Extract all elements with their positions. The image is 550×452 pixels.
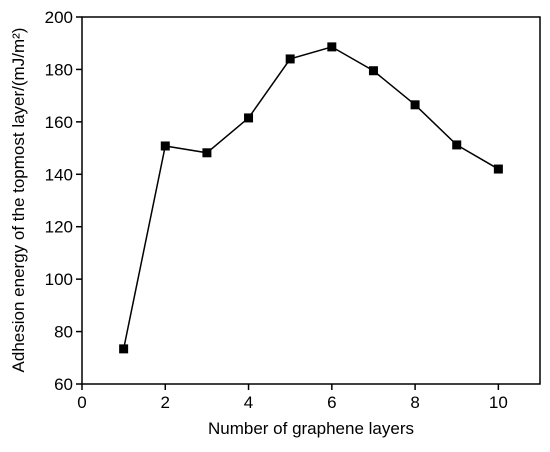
data-point	[285, 54, 295, 64]
y-tick-label: 140	[45, 165, 73, 184]
x-tick-label: 10	[489, 393, 508, 412]
data-point	[410, 100, 420, 110]
y-tick-label: 80	[54, 323, 73, 342]
data-point	[202, 148, 212, 158]
x-tick-label: 6	[327, 393, 336, 412]
x-axis-label: Number of graphene layers	[208, 419, 414, 438]
x-tick-label: 8	[410, 393, 419, 412]
data-point	[452, 140, 462, 150]
data-point	[368, 66, 378, 76]
x-tick-label: 4	[244, 393, 253, 412]
data-point	[119, 344, 129, 354]
data-point	[493, 164, 503, 174]
y-tick-label: 180	[45, 60, 73, 79]
data-point	[244, 113, 254, 123]
y-axis-label: Adhesion energy of the topmost layer/(mJ…	[9, 28, 28, 373]
y-tick-label: 120	[45, 218, 73, 237]
x-tick-label: 2	[161, 393, 170, 412]
y-tick-label: 160	[45, 113, 73, 132]
data-point	[160, 141, 170, 151]
plot-frame	[81, 16, 541, 385]
y-tick-label: 60	[54, 375, 73, 394]
data-point	[327, 42, 337, 52]
x-tick-label: 0	[77, 393, 86, 412]
y-tick-label: 100	[45, 270, 73, 289]
series-line	[122, 46, 499, 350]
y-tick-label: 200	[45, 8, 73, 27]
